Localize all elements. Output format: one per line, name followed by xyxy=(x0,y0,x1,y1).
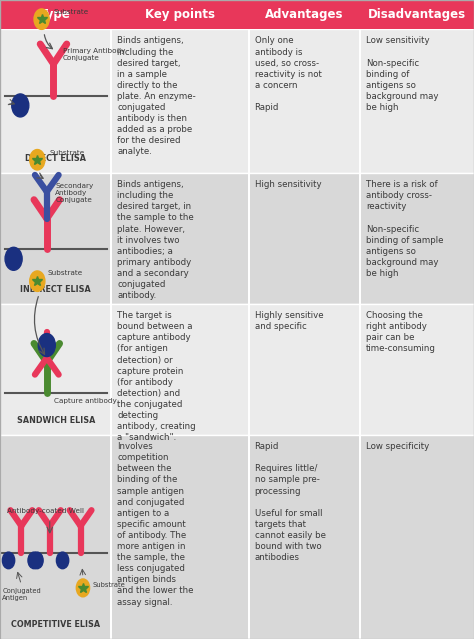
Text: Type: Type xyxy=(40,8,71,21)
Text: Only one
antibody is
used, so cross-
reactivity is not
a concern

Rapid: Only one antibody is used, so cross- rea… xyxy=(255,36,321,112)
Text: INDIRECT ELISA: INDIRECT ELISA xyxy=(20,285,91,294)
Text: The target is
bound between a
capture antibody
(for antigen
detection) or
captur: The target is bound between a capture an… xyxy=(117,311,196,442)
Bar xyxy=(0,29,474,173)
Circle shape xyxy=(34,9,49,29)
Text: Disadvantages: Disadvantages xyxy=(368,8,466,21)
Circle shape xyxy=(5,247,22,270)
Circle shape xyxy=(76,579,90,597)
Text: Key points: Key points xyxy=(145,8,215,21)
Text: DIRECT ELISA: DIRECT ELISA xyxy=(25,154,86,163)
Circle shape xyxy=(31,552,43,569)
Bar xyxy=(0,173,474,304)
Text: Secondary
Antibody
Conjugate: Secondary Antibody Conjugate xyxy=(55,183,93,203)
Text: Binds antigens,
including the
desired target, in
the sample to the
plate. Howeve: Binds antigens, including the desired ta… xyxy=(117,180,194,300)
Text: Substrate: Substrate xyxy=(48,270,83,277)
Text: Low specificity: Low specificity xyxy=(366,442,429,451)
Text: High sensitivity: High sensitivity xyxy=(255,180,321,189)
Text: Capture antibody: Capture antibody xyxy=(54,398,117,404)
Text: Antigen: Antigen xyxy=(0,102,1,109)
Text: Low sensitivity

Non-specific
binding of
antigens so
background may
be high: Low sensitivity Non-specific binding of … xyxy=(366,36,438,112)
Text: Advantages: Advantages xyxy=(265,8,344,21)
Text: Choosing the
right antibody
pair can be
time-consuming: Choosing the right antibody pair can be … xyxy=(366,311,436,353)
Circle shape xyxy=(2,552,15,569)
Text: COMPETITIVE ELISA: COMPETITIVE ELISA xyxy=(11,620,100,629)
Text: SANDWICH ELISA: SANDWICH ELISA xyxy=(17,416,95,425)
Text: Involves
competition
between the
binding of the
sample antigen
and conjugated
an: Involves competition between the binding… xyxy=(117,442,193,606)
Circle shape xyxy=(30,150,45,170)
Bar xyxy=(0,0,474,29)
Text: Substrate: Substrate xyxy=(92,581,125,588)
Circle shape xyxy=(30,271,45,291)
Text: Conjugated
Antigen: Conjugated Antigen xyxy=(2,588,41,601)
Text: There is a risk of
antibody cross-
reactivity

Non-specific
binding of sample
an: There is a risk of antibody cross- react… xyxy=(366,180,444,278)
Text: Substrate: Substrate xyxy=(49,150,84,157)
Bar xyxy=(0,304,474,435)
Text: Highly sensitive
and specific: Highly sensitive and specific xyxy=(255,311,323,331)
Text: Substrate: Substrate xyxy=(54,8,89,15)
Circle shape xyxy=(12,94,29,117)
Text: Primary Antibody
Conjugate: Primary Antibody Conjugate xyxy=(63,48,125,61)
Text: Antibody-coated Well: Antibody-coated Well xyxy=(7,508,84,514)
Circle shape xyxy=(38,334,55,357)
Bar xyxy=(0,435,474,639)
Text: Rapid

Requires little/
no sample pre-
processing

Useful for small
targets that: Rapid Requires little/ no sample pre- pr… xyxy=(255,442,326,562)
Text: Binds antigens,
including the
desired target,
in a sample
directly to the
plate.: Binds antigens, including the desired ta… xyxy=(117,36,196,157)
Circle shape xyxy=(56,552,69,569)
Circle shape xyxy=(28,552,40,569)
